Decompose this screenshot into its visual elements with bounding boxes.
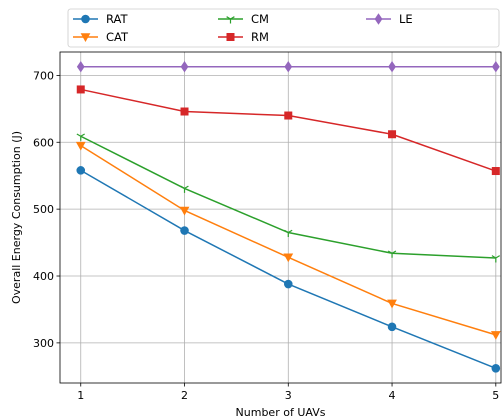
legend-entry-cat: CAT — [73, 30, 129, 44]
data-point-cm — [76, 133, 85, 141]
y-tick-label: 700 — [33, 69, 54, 82]
plot-frame — [59, 51, 502, 384]
legend-swatch-marker — [226, 16, 235, 24]
grid-lines — [60, 52, 501, 383]
x-tick-label: 4 — [389, 389, 396, 402]
data-point-le — [388, 60, 396, 73]
y-tick-label: 500 — [33, 203, 54, 216]
data-point-cm — [387, 250, 397, 258]
legend-label: RAT — [106, 12, 128, 26]
legend-label: CAT — [106, 30, 129, 44]
x-axis-label: Number of UAVs — [236, 406, 326, 419]
series-cm — [76, 133, 501, 263]
legend-entry-rm: RM — [218, 30, 269, 44]
series-layer — [75, 60, 501, 373]
data-point-rm — [76, 85, 85, 94]
series-rm — [76, 85, 500, 176]
series-rat — [76, 166, 501, 373]
data-point-rm — [388, 130, 397, 139]
axes — [56, 51, 502, 387]
data-point-rm — [491, 167, 500, 176]
series-le — [76, 60, 500, 73]
y-tick-label: 600 — [33, 136, 54, 149]
data-point-cat — [283, 253, 294, 263]
data-point-cat — [387, 299, 397, 309]
legend-label: RM — [251, 30, 269, 44]
legend-swatch-marker — [81, 14, 90, 24]
legend: RAT CAT CM RM LE — [67, 8, 500, 48]
data-point-le — [76, 60, 85, 73]
data-point-cat — [179, 206, 190, 216]
x-tick-label: 3 — [285, 389, 292, 402]
legend-entry-le: LE — [366, 12, 413, 26]
data-point-rat — [283, 279, 293, 289]
data-point-cm — [284, 229, 293, 238]
data-point-cat — [490, 331, 501, 340]
series-cat — [75, 141, 501, 340]
x-tick-label: 1 — [77, 389, 84, 402]
data-point-le — [180, 60, 189, 73]
data-point-cm — [180, 185, 189, 193]
x-tick-label: 5 — [492, 389, 499, 402]
legend-label: LE — [399, 12, 413, 26]
data-point-rm — [284, 111, 293, 120]
data-point-cm — [491, 255, 501, 263]
y-tick-label: 300 — [33, 337, 54, 350]
data-point-le — [284, 60, 293, 73]
tick-labels: 1 2 3 4 5 300 400 500 600 700 — [33, 69, 499, 402]
data-point-rat — [387, 322, 397, 332]
data-point-rat — [76, 166, 86, 175]
data-point-rm — [180, 107, 189, 116]
data-point-rat — [491, 363, 501, 373]
x-tick-label: 2 — [181, 389, 188, 402]
legend-label: CM — [251, 12, 269, 26]
legend-entry-cm: CM — [218, 12, 269, 26]
legend-swatch-marker — [226, 33, 235, 42]
data-point-cat — [75, 141, 86, 151]
y-axis-label: Overall Energy Consumption (J) — [10, 131, 23, 304]
data-point-rat — [180, 226, 189, 235]
legend-swatch-marker — [374, 13, 383, 25]
data-point-le — [491, 60, 500, 73]
legend-entry-rat: RAT — [73, 12, 128, 26]
legend-box — [67, 8, 500, 48]
legend-swatch-marker — [80, 33, 91, 43]
y-tick-label: 400 — [33, 270, 54, 283]
